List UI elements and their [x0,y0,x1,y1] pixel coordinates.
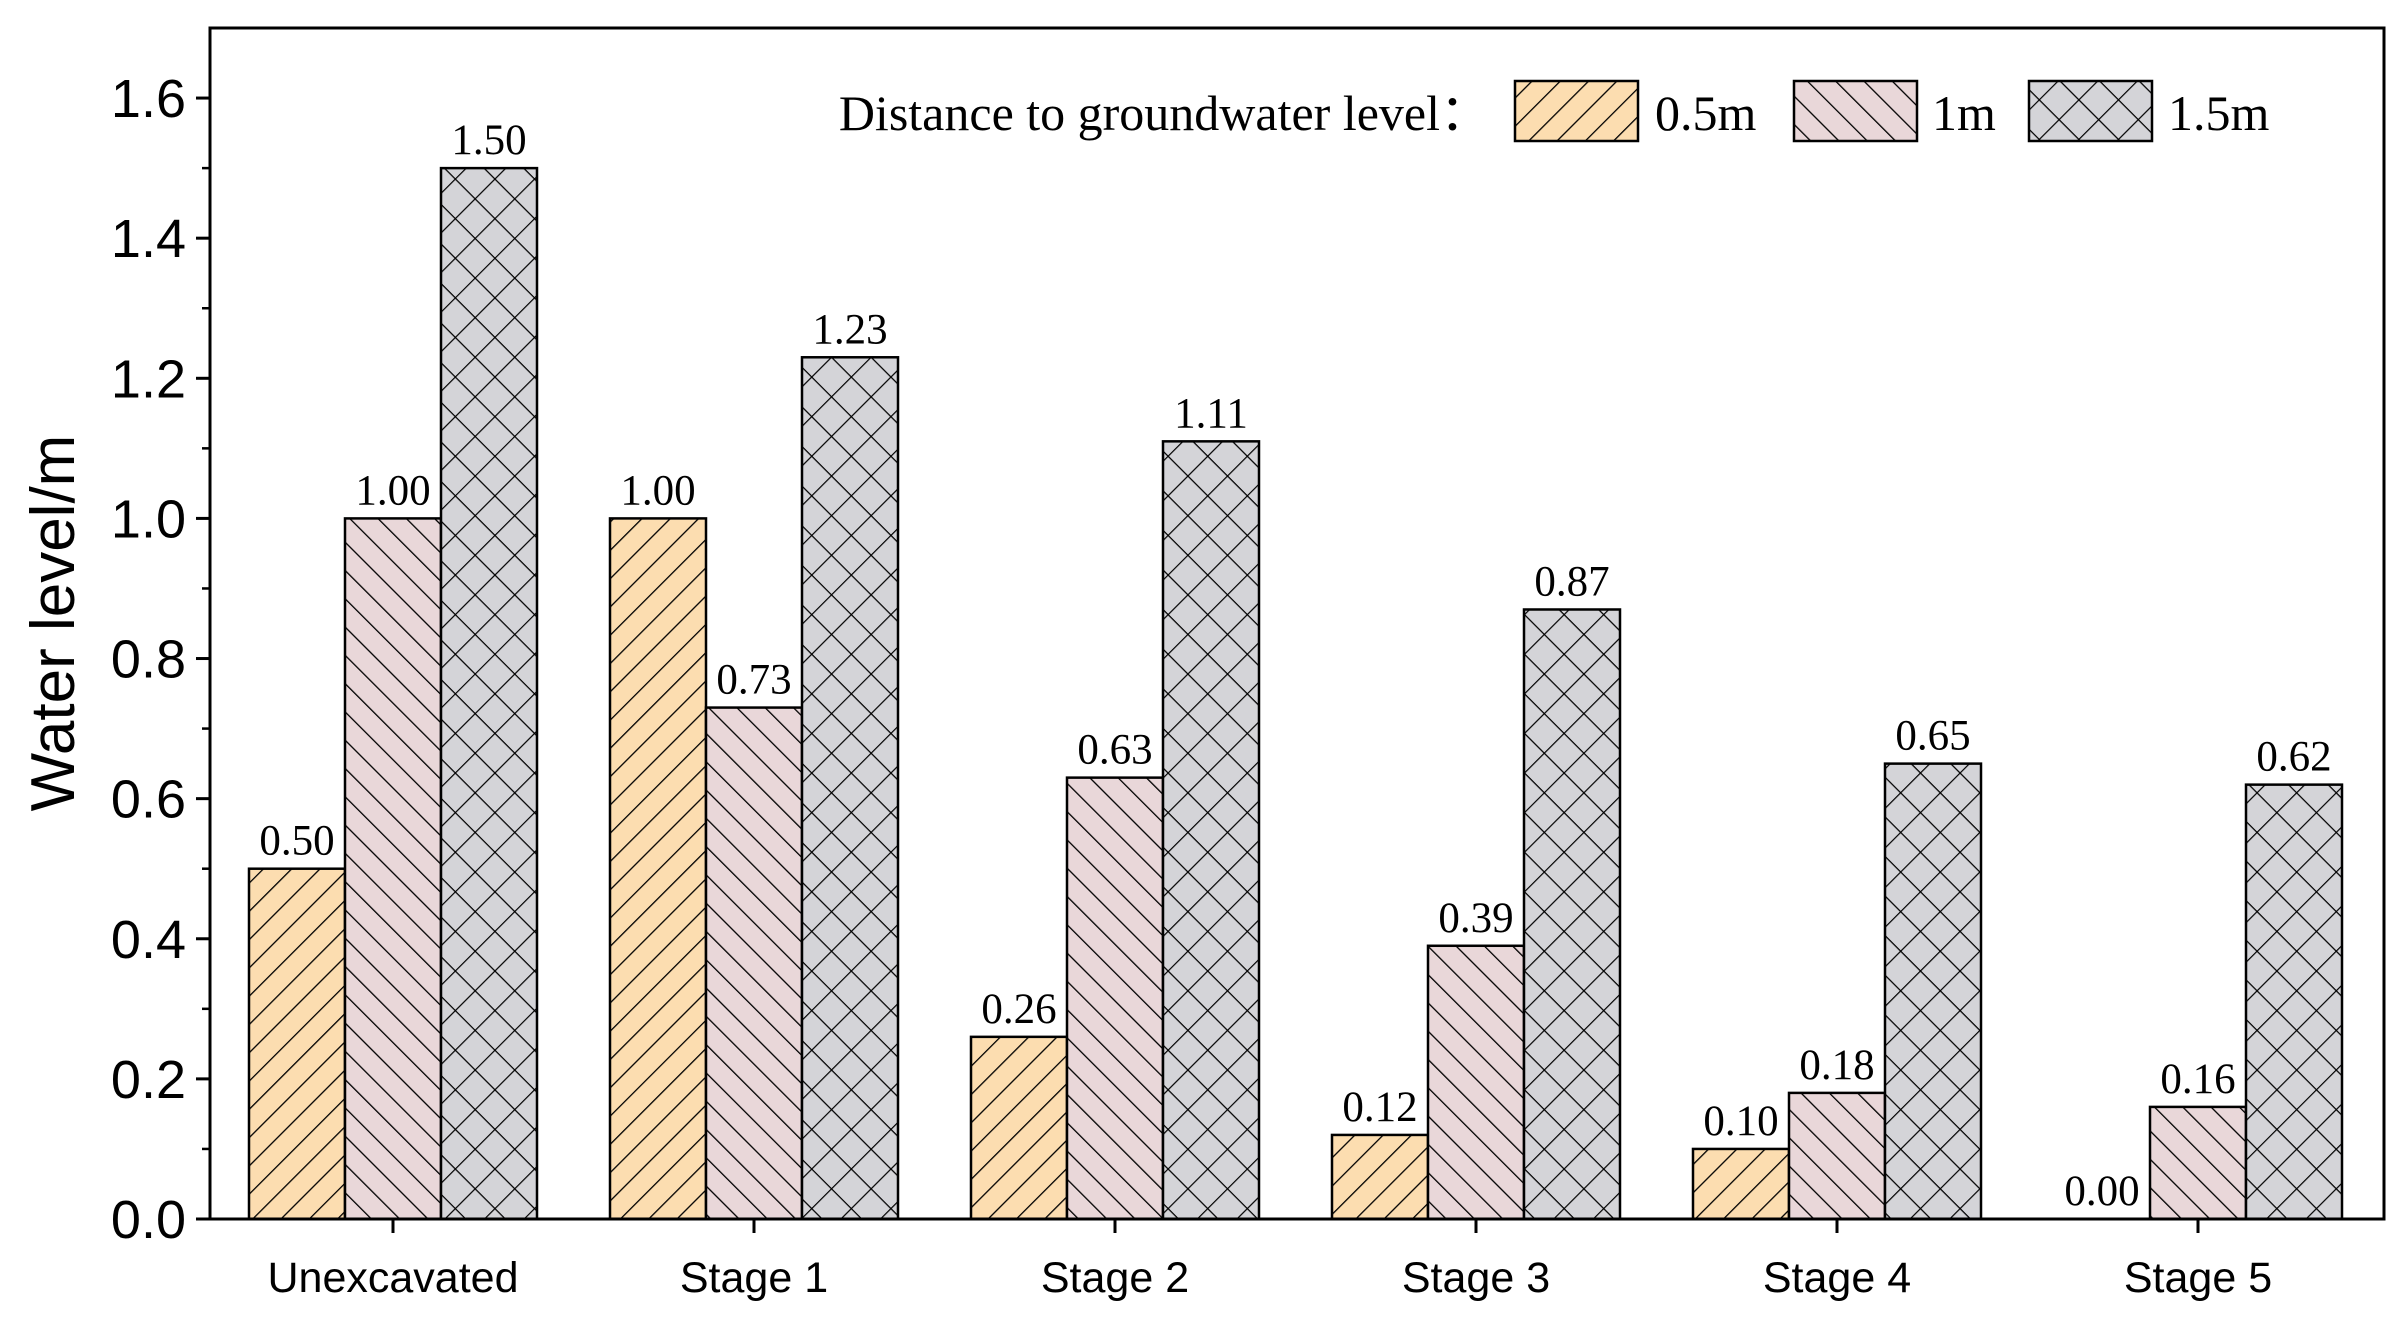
x-tick-label: Stage 4 [1763,1254,1911,1302]
y-tick-label: 0.0 [111,1190,186,1250]
bar-hatch [704,706,804,1221]
bars-layer [247,166,2344,1221]
y-tick-label: 0.4 [111,910,186,970]
data-label: 1.11 [1174,390,1248,437]
bar-hatch [1330,1133,1430,1221]
data-label: 0.62 [2256,734,2331,781]
data-label: 0.18 [1799,1042,1874,1089]
bar-hatch [1426,944,1526,1221]
data-label: 1.00 [355,467,430,514]
bar-hatch [2244,783,2344,1221]
data-label: 0.00 [2064,1168,2139,1215]
legend-swatch-hatch [1513,79,1640,143]
bar-hatch [1787,1091,1887,1221]
data-label: 0.16 [2160,1056,2235,1103]
legend-label: 1.5m [2168,85,2270,141]
y-tick-label: 0.8 [111,630,186,690]
y-tick-label: 0.2 [111,1050,186,1110]
data-label: 0.87 [1534,558,1609,605]
data-label: 1.23 [812,306,887,353]
bar-hatch [439,166,539,1221]
y-tick-label: 1.6 [111,69,186,129]
y-tick-label: 1.2 [111,349,186,409]
data-label: 0.10 [1703,1098,1778,1145]
y-tick-label: 1.0 [111,489,186,549]
bar-hatch [1883,762,1983,1221]
legend-swatch-hatch [1792,79,1919,143]
bar-hatch [1522,608,1622,1221]
bar-hatch [247,867,347,1221]
bar-hatch [800,356,900,1221]
data-label: 0.12 [1342,1084,1417,1131]
bar-hatch [2148,1105,2248,1221]
data-label: 0.63 [1077,727,1152,774]
legend-swatch-hatch [2027,79,2154,143]
data-label: 0.39 [1438,895,1513,942]
plot-frame [208,26,2386,1221]
bar-hatch [1691,1147,1791,1221]
data-label: 0.50 [259,818,334,865]
x-tick-label: Stage 1 [680,1254,828,1302]
data-label: 0.26 [981,986,1056,1033]
y-axis-label: Water level/m [19,435,88,812]
y-tick-label: 1.4 [111,209,186,269]
data-label: 0.65 [1895,713,1970,760]
bar-hatch [969,1035,1069,1221]
legend: Distance to groundwater level： 0.5m 1m 1.5… [839,79,2270,143]
legend-title: Distance to groundwater level： [839,85,1490,141]
x-axis: Unexcavated Stage 1 Stage 2 Stage 3 Stage 4 S… [268,1219,2272,1302]
data-label: 1.50 [451,117,526,164]
x-tick-label: Unexcavated [268,1254,519,1302]
legend-label: 1m [1932,85,1996,141]
data-label: 1.00 [620,467,695,514]
bar-hatch [1161,440,1261,1221]
bar-hatch [608,517,708,1221]
data-labels-layer: 0.50 1.00 1.50 1.00 0.73 1.23 0.26 0.63 1.11 0.12… [259,117,2331,1215]
x-tick-label: Stage 2 [1041,1254,1189,1302]
x-tick-label: Stage 5 [2124,1254,2272,1302]
bar-hatch [1065,776,1165,1221]
data-label: 0.73 [716,657,791,704]
y-axis: 0.0 0.2 0.4 0.6 0.8 1.0 1.2 1.4 1.6 [111,69,210,1250]
legend-label: 0.5m [1655,85,1757,141]
x-tick-label: Stage 3 [1402,1254,1550,1302]
y-tick-label: 0.6 [111,770,186,830]
bar-hatch [343,517,443,1221]
